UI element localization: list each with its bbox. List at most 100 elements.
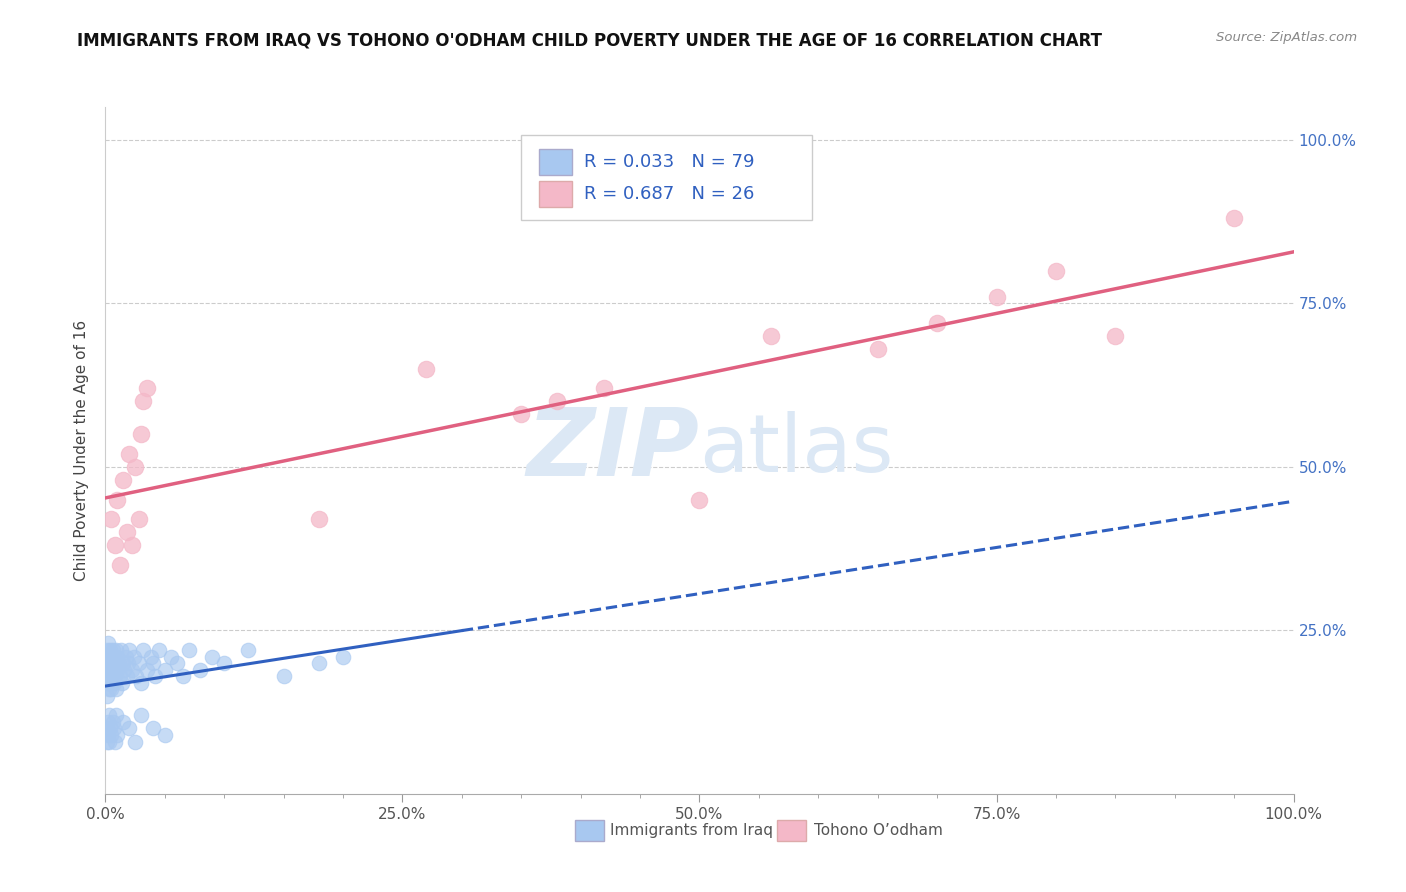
Point: [129, 708, 152, 723]
Point: [104, 669, 127, 683]
Bar: [575, 820, 605, 840]
Point: [114, 663, 136, 677]
Point: [125, 669, 148, 683]
Point: [105, 682, 128, 697]
FancyBboxPatch shape: [522, 135, 813, 220]
Point: [115, 525, 138, 540]
Point: [97, 636, 120, 650]
Point: [132, 394, 155, 409]
Point: [201, 649, 224, 664]
Point: [759, 329, 782, 343]
Point: [96, 722, 118, 736]
Point: [866, 342, 889, 356]
Point: [100, 669, 122, 683]
Point: [112, 473, 135, 487]
Point: [101, 663, 124, 677]
Point: [129, 427, 152, 442]
Bar: [776, 820, 807, 840]
Point: [105, 643, 128, 657]
Point: [121, 663, 143, 677]
Point: [136, 381, 159, 395]
Point: [105, 728, 128, 742]
Text: Immigrants from Iraq: Immigrants from Iraq: [610, 822, 773, 838]
Point: [117, 656, 139, 670]
Point: [96, 689, 118, 703]
Text: R = 0.033   N = 79: R = 0.033 N = 79: [585, 153, 755, 171]
Point: [98, 708, 121, 723]
Point: [112, 656, 135, 670]
Point: [273, 669, 295, 683]
Point: [108, 669, 131, 683]
Point: [214, 656, 236, 670]
Bar: [538, 181, 572, 207]
Point: [103, 675, 125, 690]
Text: R = 0.687   N = 26: R = 0.687 N = 26: [585, 186, 755, 203]
Point: [546, 394, 568, 409]
Point: [124, 734, 146, 748]
Point: [143, 669, 166, 683]
Text: IMMIGRANTS FROM IRAQ VS TOHONO O'ODHAM CHILD POVERTY UNDER THE AGE OF 16 CORRELA: IMMIGRANTS FROM IRAQ VS TOHONO O'ODHAM C…: [77, 31, 1102, 49]
Point: [139, 649, 162, 664]
Point: [142, 656, 165, 670]
Point: [1104, 329, 1126, 343]
Point: [96, 669, 118, 683]
Point: [153, 663, 176, 677]
Point: [124, 459, 146, 474]
Point: [118, 722, 141, 736]
Point: [190, 663, 212, 677]
Point: [510, 408, 533, 422]
Point: [97, 675, 120, 690]
Point: [100, 682, 122, 697]
Point: [107, 656, 129, 670]
Point: [132, 643, 155, 657]
Point: [101, 643, 124, 657]
Point: [104, 538, 127, 552]
Point: [1045, 263, 1067, 277]
Point: [98, 722, 121, 736]
Point: [105, 649, 128, 664]
Point: [115, 669, 138, 683]
Point: [98, 649, 121, 664]
Point: [98, 656, 121, 670]
Point: [308, 512, 330, 526]
Point: [118, 447, 141, 461]
Point: [236, 643, 259, 657]
Point: [104, 656, 127, 670]
Text: Source: ZipAtlas.com: Source: ZipAtlas.com: [1216, 31, 1357, 45]
Bar: [538, 149, 572, 175]
Point: [98, 682, 121, 697]
Y-axis label: Child Poverty Under the Age of 16: Child Poverty Under the Age of 16: [75, 320, 90, 581]
Point: [986, 290, 1008, 304]
Point: [101, 714, 124, 729]
Point: [105, 492, 128, 507]
Point: [689, 492, 711, 507]
Point: [142, 722, 165, 736]
Point: [100, 512, 122, 526]
Point: [121, 538, 143, 552]
Point: [97, 728, 120, 742]
Point: [118, 643, 141, 657]
Point: [97, 663, 120, 677]
Point: [97, 714, 120, 729]
Text: Tohono O’odham: Tohono O’odham: [814, 822, 942, 838]
Point: [114, 649, 136, 664]
Point: [98, 734, 121, 748]
Point: [308, 656, 330, 670]
Point: [172, 669, 194, 683]
Text: ZIP: ZIP: [527, 404, 700, 497]
Point: [122, 649, 145, 664]
Point: [593, 381, 616, 395]
Point: [103, 649, 125, 664]
Point: [128, 656, 150, 670]
Point: [925, 316, 948, 330]
Point: [129, 675, 152, 690]
Point: [108, 558, 131, 572]
Point: [1223, 211, 1246, 226]
Point: [103, 722, 125, 736]
Point: [98, 669, 121, 683]
Point: [97, 649, 120, 664]
Point: [110, 643, 132, 657]
Point: [96, 656, 118, 670]
Point: [100, 656, 122, 670]
Point: [112, 714, 135, 729]
